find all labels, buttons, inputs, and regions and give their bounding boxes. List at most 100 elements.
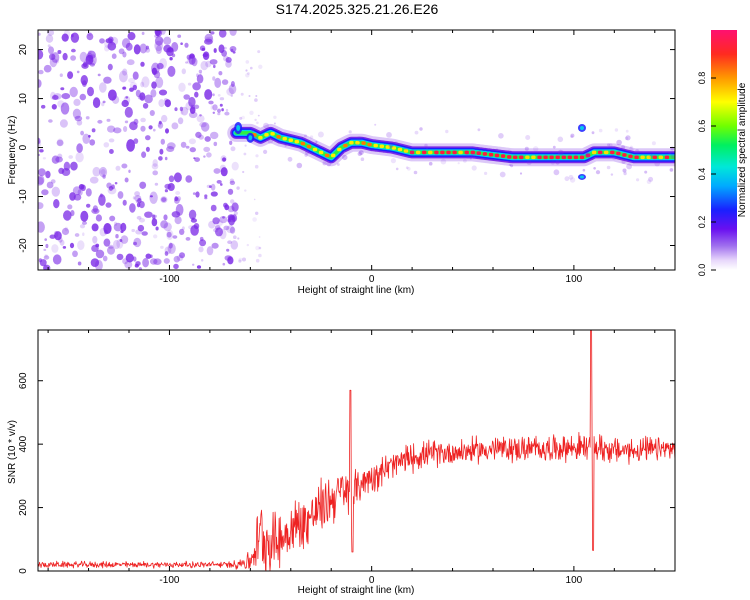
colorbar-ticks: 0.0 0.2 0.4 0.6 0.8 (697, 72, 716, 276)
ridge-core-segment (452, 150, 457, 155)
noise-blob (153, 214, 157, 218)
snr-y-tick-label: 600 (18, 372, 29, 389)
ridge-core-segment (561, 155, 566, 160)
noise-blob (185, 61, 189, 64)
noise-blob (163, 36, 172, 45)
noise-blob (72, 186, 82, 196)
noise-blob (242, 170, 245, 174)
ridge-core-segment (343, 143, 348, 148)
ridge-smudge (628, 147, 634, 153)
noise-blob (120, 230, 124, 234)
ridge-smudge (435, 153, 439, 157)
ridge-smudge (585, 152, 590, 157)
ridge-smudge (267, 138, 273, 144)
noise-blob (113, 239, 120, 250)
ridge-smudge (317, 131, 324, 138)
ridge-core-segment (337, 147, 342, 152)
noise-blob (204, 196, 208, 200)
noise-blob (103, 223, 112, 234)
noise-blob (134, 191, 141, 197)
noise-blob (258, 246, 262, 250)
noise-blob (212, 104, 218, 111)
noise-blob (223, 46, 227, 50)
noise-blob (161, 114, 168, 123)
noise-blob (195, 191, 200, 198)
noise-blob (82, 61, 88, 68)
ridge-core-segment (531, 155, 536, 160)
noise-blob (121, 163, 128, 169)
noise-blob (124, 260, 133, 269)
noise-blob (106, 118, 111, 122)
ridge-core-segment (306, 144, 312, 149)
noise-blob (167, 65, 176, 77)
noise-blob (168, 175, 175, 183)
noise-blob (196, 265, 202, 269)
noise-blob (38, 79, 42, 88)
noise-blob (51, 186, 60, 197)
noise-blob (43, 255, 50, 260)
noise-blob (231, 161, 239, 171)
noise-blob (38, 69, 44, 75)
ridge-core-segment (367, 142, 372, 147)
noise-blob (85, 188, 92, 197)
noise-blob (51, 244, 59, 253)
ridge-smudge (580, 152, 583, 155)
noise-blob (139, 218, 145, 223)
ridge-smudge (457, 162, 460, 165)
noise-blob (230, 240, 239, 250)
ridge-smudge (348, 130, 352, 134)
ridge-smudge (394, 141, 398, 146)
spectrogram-marks (38, 30, 675, 270)
noise-blob (119, 70, 128, 83)
noise-blob (47, 30, 55, 36)
ridge-smudge (557, 149, 564, 156)
noise-blob (113, 127, 122, 134)
noise-blob (107, 186, 117, 195)
ridge-smudge (649, 155, 653, 159)
noise-blob (122, 86, 127, 90)
noise-blob (154, 30, 163, 35)
ridge-smudge (414, 130, 419, 135)
noise-blob (92, 235, 98, 244)
ridge-smudge (413, 170, 418, 175)
noise-blob (38, 176, 44, 186)
noise-blob (180, 141, 187, 148)
noise-blob (156, 62, 164, 70)
spectrogram-x-tick-label: 100 (566, 274, 583, 285)
noise-blob (242, 257, 246, 262)
noise-blob (103, 76, 112, 84)
ridge-core-segment (549, 155, 554, 160)
ridge-core-segment (416, 150, 421, 155)
noise-blob (78, 184, 85, 190)
noise-blob (88, 134, 91, 138)
noise-blob (179, 228, 185, 235)
noise-blob (108, 36, 114, 44)
ridge-core-segment (610, 150, 615, 155)
noise-blob (208, 220, 216, 229)
noise-blob (257, 50, 261, 54)
noise-blob (149, 110, 155, 116)
noise-blob (38, 32, 41, 36)
noise-blob (171, 122, 179, 130)
ridge-smudge (250, 128, 255, 132)
ridge-smudge (621, 145, 626, 150)
noise-blob (233, 211, 238, 216)
noise-blob (122, 199, 127, 206)
ridge-smudge (254, 118, 257, 122)
noise-blob (237, 237, 240, 240)
noise-blob (195, 131, 202, 138)
noise-blob (225, 60, 232, 68)
ridge-smudge (326, 161, 332, 167)
noise-blob (166, 142, 176, 150)
noise-blob (218, 71, 223, 76)
ridge-smudge (582, 168, 586, 172)
ridge-smudge (477, 128, 481, 132)
ridge-core-segment (428, 150, 433, 155)
noise-blob (151, 218, 158, 227)
noise-blob (140, 61, 145, 67)
noise-blob (132, 196, 136, 200)
ridge-smudge (635, 149, 640, 154)
noise-blob (212, 217, 220, 225)
noise-blob (216, 180, 222, 184)
ridge-core-segment (476, 151, 481, 155)
